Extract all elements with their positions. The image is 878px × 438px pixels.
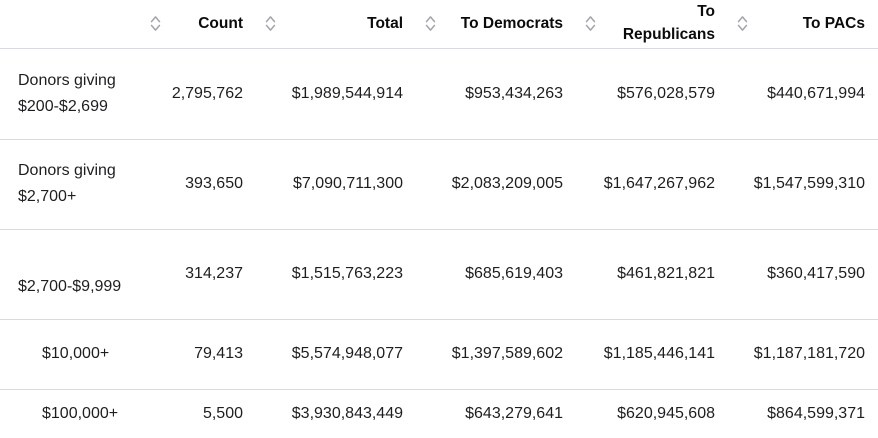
row-label: $100,000+ bbox=[42, 404, 119, 422]
count-cell: 314,237 bbox=[130, 229, 245, 320]
to-republicans-cell: $1,185,446,141 bbox=[565, 319, 717, 390]
column-header-to-pacs[interactable]: To PACs bbox=[717, 0, 878, 49]
column-header-to-republicans[interactable]: To Republicans bbox=[565, 0, 717, 49]
to-republicans-cell: $1,647,267,962 bbox=[565, 139, 717, 230]
table-body: Donors giving $200-$2,699 2,795,762 $1,9… bbox=[0, 48, 878, 438]
table-row: Donors giving $2,700+ 393,650 $7,090,711… bbox=[0, 139, 878, 230]
table-row: $100,000+ 5,500 $3,930,843,449 $643,279,… bbox=[0, 389, 878, 438]
to-pacs-cell: $864,599,371 bbox=[767, 404, 865, 422]
to-republicans-cell: $461,821,821 bbox=[565, 229, 717, 320]
row-label-cell: $10,000+ bbox=[0, 319, 130, 390]
count-cell: 2,795,762 bbox=[130, 48, 245, 140]
total-cell: $3,930,843,449 bbox=[291, 404, 403, 422]
column-header-total[interactable]: Total bbox=[245, 0, 405, 49]
table-row: Donors giving $200-$2,699 2,795,762 $1,9… bbox=[0, 48, 878, 140]
row-label-cell: Donors giving $2,700+ bbox=[0, 139, 130, 230]
row-label: $10,000+ bbox=[42, 345, 110, 362]
sort-arrows-icon[interactable] bbox=[265, 15, 276, 32]
to-republicans-cell: $576,028,579 bbox=[565, 48, 717, 140]
column-header-label: Total bbox=[367, 14, 403, 32]
to-democrats-cell: $2,083,209,005 bbox=[405, 139, 565, 230]
total-cell: $5,574,948,077 bbox=[245, 319, 405, 390]
count-cell: 79,413 bbox=[130, 319, 245, 390]
row-label-cell: $2,700-$9,999 bbox=[0, 229, 130, 320]
row-label: $2,700-$9,999 bbox=[18, 278, 122, 295]
header-row: Count Total bbox=[0, 0, 878, 49]
to-democrats-cell: $953,434,263 bbox=[405, 48, 565, 140]
sort-arrows-icon[interactable] bbox=[425, 15, 436, 32]
count-cell: 393,650 bbox=[130, 139, 245, 230]
column-header-label: To Democrats bbox=[460, 14, 563, 32]
column-header-to-democrats[interactable]: To Democrats bbox=[405, 0, 565, 49]
to-pacs-cell: $360,417,590 bbox=[717, 229, 878, 320]
to-pacs-cell: $1,187,181,720 bbox=[717, 319, 878, 390]
count-cell: 5,500 bbox=[202, 404, 243, 422]
sort-arrows-icon[interactable] bbox=[585, 15, 596, 32]
table-row: $2,700-$9,999 314,237 $1,515,763,223 $68… bbox=[0, 229, 878, 320]
to-democrats-cell: $643,279,641 bbox=[465, 404, 563, 422]
row-label-cell: Donors giving $200-$2,699 bbox=[0, 48, 130, 140]
to-pacs-cell: $1,547,599,310 bbox=[717, 139, 878, 230]
row-label: Donors giving $2,700+ bbox=[18, 162, 116, 205]
to-pacs-cell: $440,671,994 bbox=[717, 48, 878, 140]
column-header-label: Count bbox=[198, 14, 243, 32]
row-label-cell: $100,000+ bbox=[0, 389, 130, 438]
to-republicans-cell: $620,945,608 bbox=[617, 404, 715, 422]
table-header: Count Total bbox=[0, 0, 878, 49]
column-header-count[interactable]: Count bbox=[130, 0, 245, 49]
row-label: Donors giving $200-$2,699 bbox=[18, 71, 116, 115]
sort-arrows-icon[interactable] bbox=[150, 15, 161, 32]
total-cell: $1,989,544,914 bbox=[245, 48, 405, 140]
total-cell: $7,090,711,300 bbox=[245, 139, 405, 230]
column-header-label: To PACs bbox=[802, 14, 865, 32]
total-cell: $1,515,763,223 bbox=[245, 229, 405, 320]
to-democrats-cell: $685,619,403 bbox=[405, 229, 565, 320]
to-democrats-cell: $1,397,589,602 bbox=[405, 319, 565, 390]
table-row: $10,000+ 79,413 $5,574,948,077 $1,397,58… bbox=[0, 319, 878, 390]
sort-arrows-icon[interactable] bbox=[737, 15, 748, 32]
column-header-empty bbox=[0, 0, 130, 49]
column-header-label: To Republicans bbox=[622, 3, 715, 43]
